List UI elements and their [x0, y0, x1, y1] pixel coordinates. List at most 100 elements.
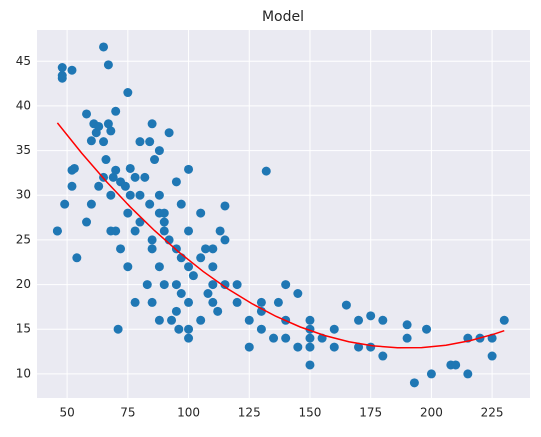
y-tick-label: 35: [16, 143, 31, 157]
scatter-point: [402, 333, 412, 343]
scatter-point: [103, 119, 113, 129]
scatter-point: [123, 262, 133, 272]
scatter-point: [220, 280, 230, 290]
scatter-point: [106, 226, 116, 236]
scatter-point: [99, 137, 109, 147]
scatter-point: [72, 253, 82, 263]
scatter-point: [99, 42, 109, 52]
scatter-point: [52, 226, 62, 236]
scatter-point: [125, 163, 135, 173]
scatter-point: [111, 106, 121, 116]
y-tick-label: 25: [16, 232, 31, 246]
scatter-point: [184, 297, 194, 307]
scatter-point: [135, 137, 145, 147]
scatter-point: [159, 226, 169, 236]
scatter-point: [213, 306, 223, 316]
scatter-point: [305, 342, 315, 352]
scatter-point: [60, 199, 70, 209]
scatter-point: [171, 177, 181, 187]
scatter-point: [82, 109, 92, 119]
scatter-point: [409, 378, 419, 388]
scatter-point: [366, 342, 376, 352]
x-tick-label: 225: [481, 406, 504, 420]
scatter-point: [196, 315, 206, 325]
scatter-point: [142, 280, 152, 290]
chart-title: Model: [262, 9, 304, 25]
scatter-point: [463, 369, 473, 379]
scatter-point: [154, 208, 164, 218]
scatter-point: [184, 262, 194, 272]
y-tick-label: 30: [16, 188, 31, 202]
scatter-point: [171, 306, 181, 316]
scatter-point: [305, 333, 315, 343]
x-tick-label: 200: [420, 406, 443, 420]
scatter-point: [171, 280, 181, 290]
scatter-point: [232, 280, 242, 290]
scatter-point: [167, 315, 177, 325]
y-tick-label: 20: [16, 277, 31, 291]
scatter-point: [86, 136, 96, 146]
scatter-point: [426, 369, 436, 379]
scatter-point: [184, 333, 194, 343]
scatter-point: [273, 297, 283, 307]
scatter-point: [159, 217, 169, 227]
x-tick-label: 100: [177, 406, 200, 420]
fit-line: [56, 122, 505, 349]
scatter-point: [196, 253, 206, 263]
scatter-point: [147, 297, 157, 307]
scatter-point: [130, 172, 140, 182]
scatter-point: [116, 244, 126, 254]
scatter-point: [135, 190, 145, 200]
y-tick-label: 45: [16, 54, 31, 68]
scatter-point: [341, 300, 351, 310]
scatter-point: [67, 65, 77, 75]
scatter-point: [106, 126, 116, 136]
scatter-point: [208, 262, 218, 272]
y-tick-label: 40: [16, 98, 31, 112]
scatter-point: [147, 119, 157, 129]
scatter-point: [378, 351, 388, 361]
scatter-point: [305, 315, 315, 325]
scatter-point: [201, 244, 211, 254]
scatter-point: [103, 60, 113, 70]
scatter-point: [208, 280, 218, 290]
scatter-point: [293, 342, 303, 352]
scatter-point: [261, 166, 271, 176]
scatter-point: [120, 181, 130, 191]
scatter-point: [220, 201, 230, 211]
scatter-point: [113, 324, 123, 334]
scatter-point: [256, 324, 266, 334]
x-tick-label: 75: [120, 406, 135, 420]
scatter-point: [354, 342, 364, 352]
scatter-point: [164, 128, 174, 138]
scatter-point: [86, 199, 96, 209]
scatter-point: [366, 311, 376, 321]
y-tick-label: 10: [16, 366, 31, 380]
x-tick-label: 50: [59, 406, 74, 420]
scatter-point: [256, 297, 266, 307]
scatter-point: [101, 155, 111, 165]
scatter-point: [94, 121, 104, 131]
scatter-point: [145, 137, 155, 147]
scatter-point: [329, 342, 339, 352]
scatter-point: [208, 244, 218, 254]
x-tick-label: 175: [359, 406, 382, 420]
scatter-point: [108, 172, 118, 182]
scatter-point: [451, 360, 461, 370]
scatter-point: [135, 217, 145, 227]
scatter-point: [176, 288, 186, 298]
scatter-point: [184, 226, 194, 236]
scatter-point: [123, 208, 133, 218]
scatter-point: [196, 208, 206, 218]
x-tick-label: 125: [238, 406, 261, 420]
scatter-point: [220, 235, 230, 245]
scatter-point: [269, 333, 279, 343]
scatter-point: [244, 315, 254, 325]
scatter-point: [67, 181, 77, 191]
scatter-point: [487, 351, 497, 361]
scatter-point: [188, 271, 198, 281]
scatter-point: [293, 288, 303, 298]
scatter-point: [140, 172, 150, 182]
scatter-point: [208, 297, 218, 307]
scatter-point: [82, 217, 92, 227]
